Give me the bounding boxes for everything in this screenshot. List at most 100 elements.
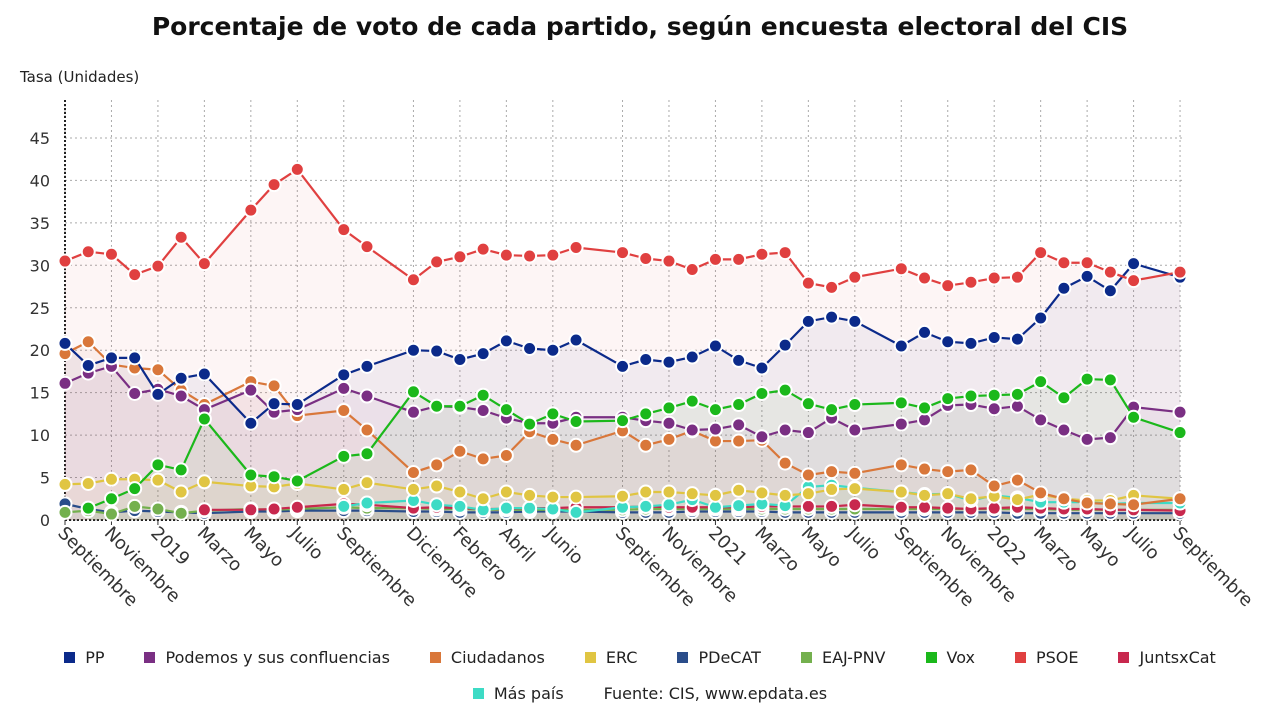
data-point	[57, 335, 73, 351]
data-point	[522, 341, 538, 357]
data-point	[452, 352, 468, 368]
data-point	[103, 350, 119, 366]
data-point	[1172, 264, 1188, 280]
legend-item[interactable]: PP	[64, 648, 104, 667]
data-point	[359, 358, 375, 374]
legend-item[interactable]: EAJ-PNV	[800, 648, 886, 667]
series-psoe	[57, 161, 1188, 295]
legend-item[interactable]: Podemos y sus confluencias	[144, 648, 390, 667]
data-point	[452, 398, 468, 414]
legend-item[interactable]: JuntsxCat	[1118, 648, 1216, 667]
data-point	[963, 491, 979, 507]
data-point	[707, 421, 723, 437]
data-point	[777, 382, 793, 398]
data-point	[498, 333, 514, 349]
x-tick-label: Mayo	[1076, 523, 1125, 572]
data-point	[1079, 371, 1095, 387]
data-point	[684, 486, 700, 502]
data-point	[57, 375, 73, 391]
data-point	[1172, 491, 1188, 507]
data-point	[568, 489, 584, 505]
data-point	[452, 249, 468, 265]
legend-item[interactable]: PDeCAT	[677, 648, 761, 667]
data-point	[847, 481, 863, 497]
data-point	[707, 251, 723, 267]
data-point	[243, 502, 259, 518]
legend-item[interactable]: Vox	[925, 648, 975, 667]
data-point	[173, 229, 189, 245]
data-point	[405, 384, 421, 400]
data-point	[568, 504, 584, 520]
data-point	[1102, 372, 1118, 388]
data-point	[917, 400, 933, 416]
data-point	[127, 350, 143, 366]
data-point	[266, 501, 282, 517]
data-point	[963, 274, 979, 290]
legend-item[interactable]: ERC	[584, 648, 637, 667]
legend-item[interactable]: PSOE	[1014, 648, 1078, 667]
data-point	[196, 474, 212, 490]
legend-swatch	[925, 652, 937, 663]
legend-label: EAJ-PNV	[821, 648, 886, 667]
y-tick-label: 35	[30, 214, 50, 233]
data-point	[405, 342, 421, 358]
data-point	[266, 396, 282, 412]
y-tick-label: 0	[40, 511, 50, 530]
x-tick-label: Julio	[1121, 522, 1163, 564]
data-point	[615, 245, 631, 261]
data-point	[545, 489, 561, 505]
data-point	[638, 498, 654, 514]
data-point	[173, 484, 189, 500]
data-point	[336, 498, 352, 514]
data-point	[405, 404, 421, 420]
x-tick-label: Marzo	[750, 523, 803, 576]
data-point	[80, 334, 96, 350]
data-point	[498, 447, 514, 463]
data-point	[940, 500, 956, 516]
legend-item[interactable]: Ciudadanos	[429, 648, 545, 667]
y-tick-label: 30	[30, 256, 50, 275]
data-point	[731, 482, 747, 498]
data-point	[754, 485, 770, 501]
data-point	[243, 382, 259, 398]
data-point	[196, 502, 212, 518]
data-point	[638, 484, 654, 500]
data-point	[754, 429, 770, 445]
data-point	[336, 222, 352, 238]
data-point	[1126, 409, 1142, 425]
series-area	[65, 341, 1181, 520]
data-point	[150, 362, 166, 378]
data-point	[800, 486, 816, 502]
data-point	[475, 346, 491, 362]
data-point	[452, 484, 468, 500]
data-point	[429, 398, 445, 414]
legend-swatch	[64, 652, 76, 663]
data-point	[429, 343, 445, 359]
data-point	[847, 422, 863, 438]
legend-item[interactable]: Más país	[472, 684, 564, 703]
data-point	[336, 402, 352, 418]
data-point	[568, 437, 584, 453]
data-point	[1033, 374, 1049, 390]
data-point	[1126, 273, 1142, 289]
data-point	[243, 415, 259, 431]
legend-label: PDeCAT	[698, 648, 761, 667]
data-point	[800, 425, 816, 441]
data-point	[847, 465, 863, 481]
data-point	[1102, 430, 1118, 446]
data-point	[847, 497, 863, 513]
data-point	[522, 500, 538, 516]
data-point	[731, 498, 747, 514]
legend-label: PP	[85, 648, 105, 667]
data-point	[1009, 331, 1025, 347]
data-point	[893, 395, 909, 411]
data-point	[963, 388, 979, 404]
y-tick-label: 45	[30, 129, 50, 148]
data-point	[661, 431, 677, 447]
data-point	[917, 461, 933, 477]
legend-swatch	[429, 652, 441, 663]
data-point	[103, 506, 119, 522]
data-point	[986, 387, 1002, 403]
data-point	[684, 422, 700, 438]
data-point	[893, 416, 909, 432]
